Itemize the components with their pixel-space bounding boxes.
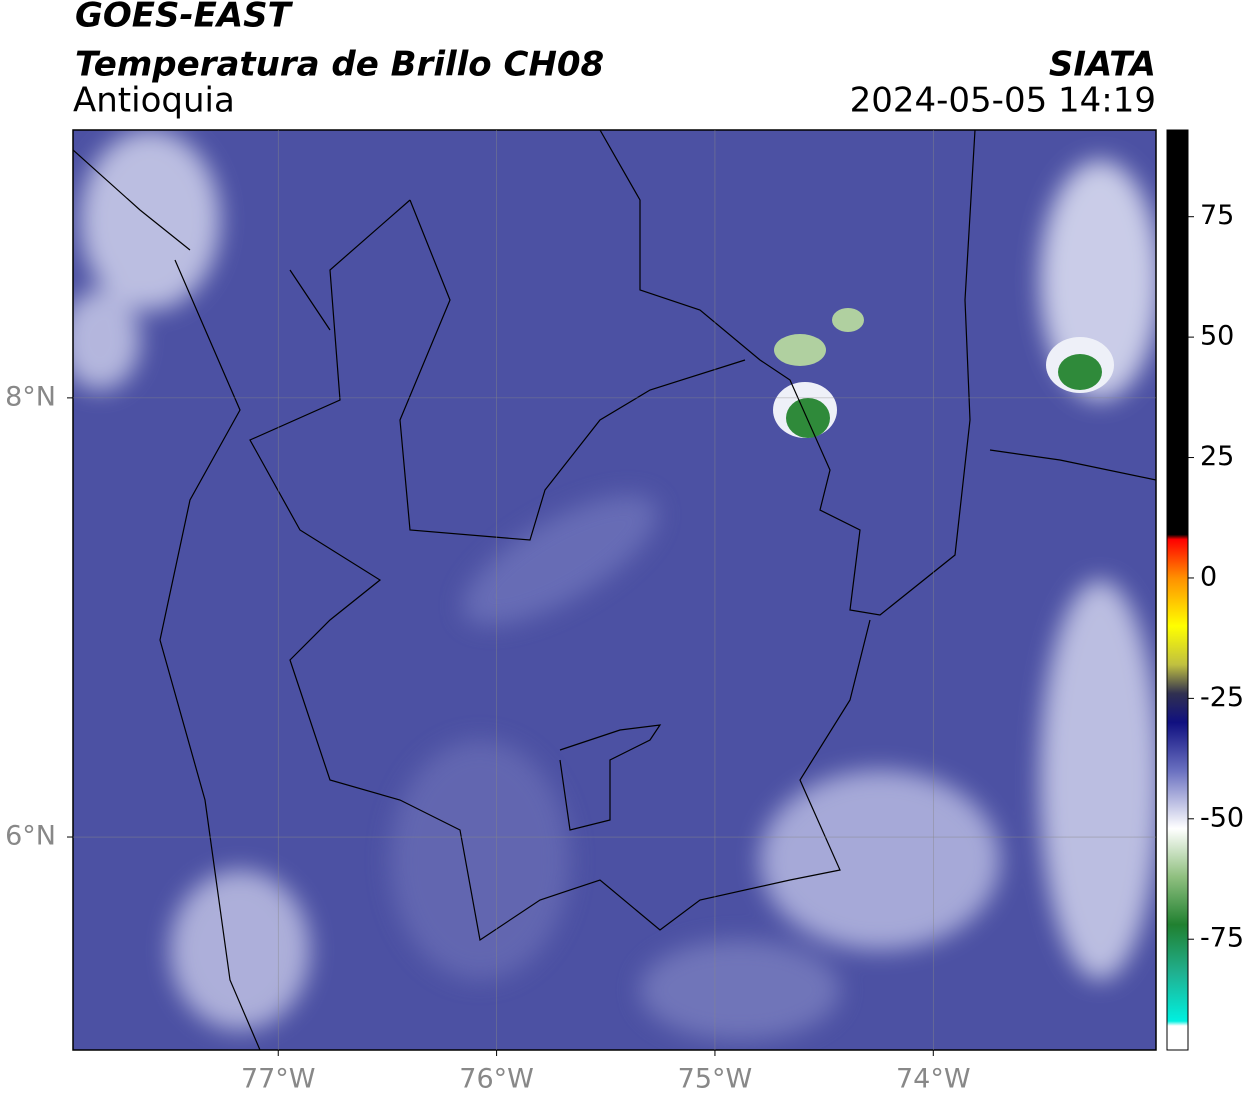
x-tick-label: 77°W xyxy=(241,1064,316,1095)
map-image xyxy=(73,130,1156,1050)
colorbar-label: 75 xyxy=(1200,200,1234,231)
x-tick-label: 76°W xyxy=(459,1064,534,1095)
map-frame xyxy=(72,129,1157,1051)
product: Temperatura de Brillo CH08 xyxy=(75,45,604,85)
y-tick-label: 6°N xyxy=(5,821,56,852)
colorbar xyxy=(1166,129,1189,1051)
colorbar-label: 50 xyxy=(1200,321,1234,352)
colorbar-label: -75 xyxy=(1200,923,1244,954)
satellite: GOES-EAST xyxy=(75,0,294,36)
x-tick-label: 74°W xyxy=(896,1064,971,1095)
colorbar-label: -50 xyxy=(1200,802,1244,833)
colorbar-label: 0 xyxy=(1200,561,1217,592)
colorbar-label: -25 xyxy=(1200,682,1244,713)
source: SIATA xyxy=(1049,45,1156,85)
colorbar-label: 25 xyxy=(1200,441,1234,472)
x-tick-label: 75°W xyxy=(678,1064,753,1095)
region: Antioquia xyxy=(73,81,235,121)
datetime: 2024-05-05 14:19 xyxy=(850,81,1156,121)
y-tick-label: 8°N xyxy=(5,381,56,412)
